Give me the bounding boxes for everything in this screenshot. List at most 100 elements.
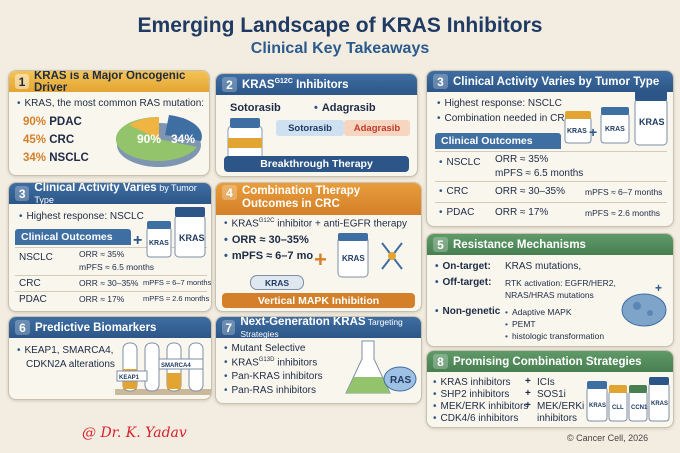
kras-pill: KRAS bbox=[250, 275, 304, 290]
bullet-combination: Combination needed in CRC bbox=[437, 113, 572, 124]
svg-text:KRAS: KRAS bbox=[149, 240, 169, 247]
svg-text:+: + bbox=[655, 281, 662, 295]
strategy-item: Pan-RAS inhibitors bbox=[224, 385, 316, 396]
on-target-label: On-target: bbox=[435, 261, 491, 272]
strategy-item: Mutant Selective bbox=[224, 343, 306, 354]
pill-bottle-icon bbox=[227, 118, 263, 161]
svg-text:RAS: RAS bbox=[390, 375, 411, 386]
svg-text:KRAS: KRAS bbox=[179, 233, 205, 243]
strategy-item: KRASG13D inhibitors bbox=[224, 357, 318, 368]
panel-heading: Next-Generation KRAS Targeting Strategie… bbox=[240, 316, 403, 339]
combo-right: SOS1i bbox=[537, 389, 566, 400]
stat-pct: 34% bbox=[23, 152, 47, 164]
vials-icon: + KRAS KRAS KRAS bbox=[564, 91, 668, 146]
panel-heading: Clinical Activity Varies by Tumor Type bbox=[453, 75, 660, 88]
table-row: CRC ORR ≈ 30–35% mPFS ≈ 6–7 months bbox=[15, 275, 211, 292]
panel-header: 1 KRAS is a Major Oncogenic Driver bbox=[9, 70, 209, 94]
stat-nsclc: 34% NSCLC bbox=[23, 152, 89, 164]
tumor-cell-icon: + bbox=[621, 281, 667, 327]
pie-label-right: 34% bbox=[171, 132, 195, 146]
table-row: NSCLC ORR ≈ 35% mPFS ≈ 6.5 months bbox=[15, 247, 207, 276]
panel-number: 7 bbox=[222, 320, 236, 335]
off-target-label: Off-target: bbox=[435, 277, 492, 288]
drug-vials-icon: KRAS CLL CCN1 KRAS bbox=[586, 377, 670, 422]
bullet-highest-response: Highest response: NSCLC bbox=[19, 211, 144, 222]
non-genetic-item: Adaptive MAPK bbox=[505, 307, 572, 317]
combo-left: KRAS inhibitors bbox=[433, 377, 511, 388]
table-row: NSCLC ORR ≈ 35% mPFS ≈ 6.5 months bbox=[435, 151, 667, 182]
combo-right: ICIs bbox=[537, 377, 555, 388]
bar-sotorasib: Sotorasib bbox=[276, 120, 344, 136]
off-target-text-2: NRAS/HRAS mutations bbox=[505, 290, 594, 300]
panel-number: 5 bbox=[433, 237, 448, 252]
combo-right: inhibitors bbox=[537, 413, 578, 424]
combo-line: KRASG12C inhibitor + anti-EGFR therapy bbox=[224, 218, 407, 229]
svg-text:+: + bbox=[133, 232, 142, 249]
panel-heading: Promising Combination Strategies bbox=[453, 355, 642, 368]
combo-orr: ORR ≈ 30–35% bbox=[224, 234, 309, 246]
drug-sotorasib: Sotorasib bbox=[230, 102, 281, 114]
page-title: Emerging Landscape of KRAS Inhibitors bbox=[137, 14, 543, 37]
svg-text:KRAS: KRAS bbox=[567, 128, 587, 135]
non-genetic-label: Non-genetic bbox=[435, 306, 501, 317]
vials-icon: + KRAS KRAS bbox=[133, 207, 206, 258]
panel-resistance: 5 Resistance Mechanisms On-target: KRAS … bbox=[426, 233, 674, 347]
panel-heading: Clinical Activity Varies by Tumor Type bbox=[34, 182, 197, 205]
panel-heading: KRAS is a Major Oncogenic Driver bbox=[33, 70, 186, 94]
stat-pct: 45% bbox=[23, 134, 47, 146]
panel-header: 3 Clinical Activity Varies by Tumor Type bbox=[9, 182, 211, 205]
drug-adagrasib: Adagrasib bbox=[314, 102, 376, 114]
bullet-highest-response: Highest response: NSCLC bbox=[437, 98, 562, 109]
non-genetic-item: PEMT bbox=[505, 319, 536, 329]
combo-left: CDK4/6 inhibitors bbox=[433, 413, 519, 424]
pie-label-left: 90% bbox=[137, 132, 161, 146]
combo-drugs-icon: KRAS + bbox=[314, 233, 403, 278]
svg-text:KEAP1: KEAP1 bbox=[119, 375, 140, 381]
strategy-item: Pan-KRAS inhibitors bbox=[224, 371, 323, 382]
svg-text:+: + bbox=[589, 124, 597, 140]
panel-header: 6 Predictive Biomarkers bbox=[9, 317, 211, 338]
stat-pdac: 90% PDAC bbox=[23, 116, 82, 128]
biomarker-line-1: KEAP1, SMARCA4, bbox=[17, 345, 114, 356]
panel-heading: Resistance Mechanisms bbox=[453, 238, 586, 251]
panel-header: 2 KRASG12C Inhibitors bbox=[216, 74, 417, 95]
table-row: PDAC ORR ≈ 17% mPFS ≈ 2.6 months bbox=[435, 202, 667, 223]
test-tubes-icon: KEAP1 SMARCA4 bbox=[115, 342, 211, 395]
svg-text:CCN1: CCN1 bbox=[631, 405, 648, 411]
svg-text:KRAS: KRAS bbox=[639, 117, 665, 127]
panel-header: 4 Combination Therapy Outcomes in CRC bbox=[216, 183, 421, 215]
combo-left: SHP2 inhibitors bbox=[433, 389, 510, 400]
panel-header: 7 Next-Generation KRAS Targeting Strateg… bbox=[216, 316, 421, 339]
panel-number: 8 bbox=[433, 354, 448, 369]
vertical-mapk-band: Vertical MAPK Inhibition bbox=[222, 293, 415, 308]
panel-header: 8 Promising Combination Strategies bbox=[427, 351, 673, 372]
breakthrough-band: Breakthrough Therapy bbox=[224, 156, 409, 172]
panel-header: 5 Resistance Mechanisms bbox=[427, 234, 673, 255]
panel-number: 4 bbox=[222, 185, 237, 200]
stat-label: NSCLC bbox=[49, 152, 89, 164]
on-target-text: KRAS mutations, bbox=[505, 261, 582, 272]
svg-text:CLL: CLL bbox=[612, 405, 624, 411]
source-credit: © Cancer Cell, 2026 bbox=[567, 433, 649, 443]
combo-right: MEK/ERKi bbox=[537, 401, 585, 412]
combo-mpfs: mPFS ≈ 6–7 mo bbox=[224, 250, 313, 262]
stat-crc: 45% CRC bbox=[23, 134, 74, 146]
panel-header: 3 Clinical Activity Varies by Tumor Type bbox=[427, 71, 673, 92]
table-row: CRC ORR ≈ 30–35% mPFS ≈ 6–7 months bbox=[435, 181, 667, 202]
off-target-text-1: RTK activation: EGFR/HER2, bbox=[505, 278, 616, 288]
panel-kras-driver: 1 KRAS is a Major Oncogenic Driver KRAS,… bbox=[8, 70, 210, 176]
intro-text: KRAS, the most common RAS mutation: bbox=[17, 98, 205, 109]
author-watermark: @ Dr. K. Yadav bbox=[82, 425, 187, 441]
table-row: PDAC ORR ≈ 17% mPFS ≈ 2.6 months bbox=[15, 291, 209, 308]
combo-left: MEK/ERK inhibitors bbox=[433, 401, 529, 412]
svg-text:KRAS: KRAS bbox=[651, 401, 668, 407]
panel-clinical-activity-right: 3 Clinical Activity Varies by Tumor Type… bbox=[426, 70, 674, 227]
table-title: Clinical Outcomes bbox=[15, 229, 131, 245]
panel-number: 2 bbox=[222, 77, 237, 92]
panel-g12c-inhibitors: 2 KRASG12C Inhibitors Sotorasib Adagrasi… bbox=[215, 73, 418, 177]
bar-adagrasib: Adagrasib bbox=[344, 120, 410, 136]
non-genetic-item: histologic transformation bbox=[505, 331, 604, 341]
biomarker-line-2: CDKN2A alterations bbox=[26, 359, 115, 370]
pie-chart-graphic: 90% 34% bbox=[115, 115, 202, 167]
